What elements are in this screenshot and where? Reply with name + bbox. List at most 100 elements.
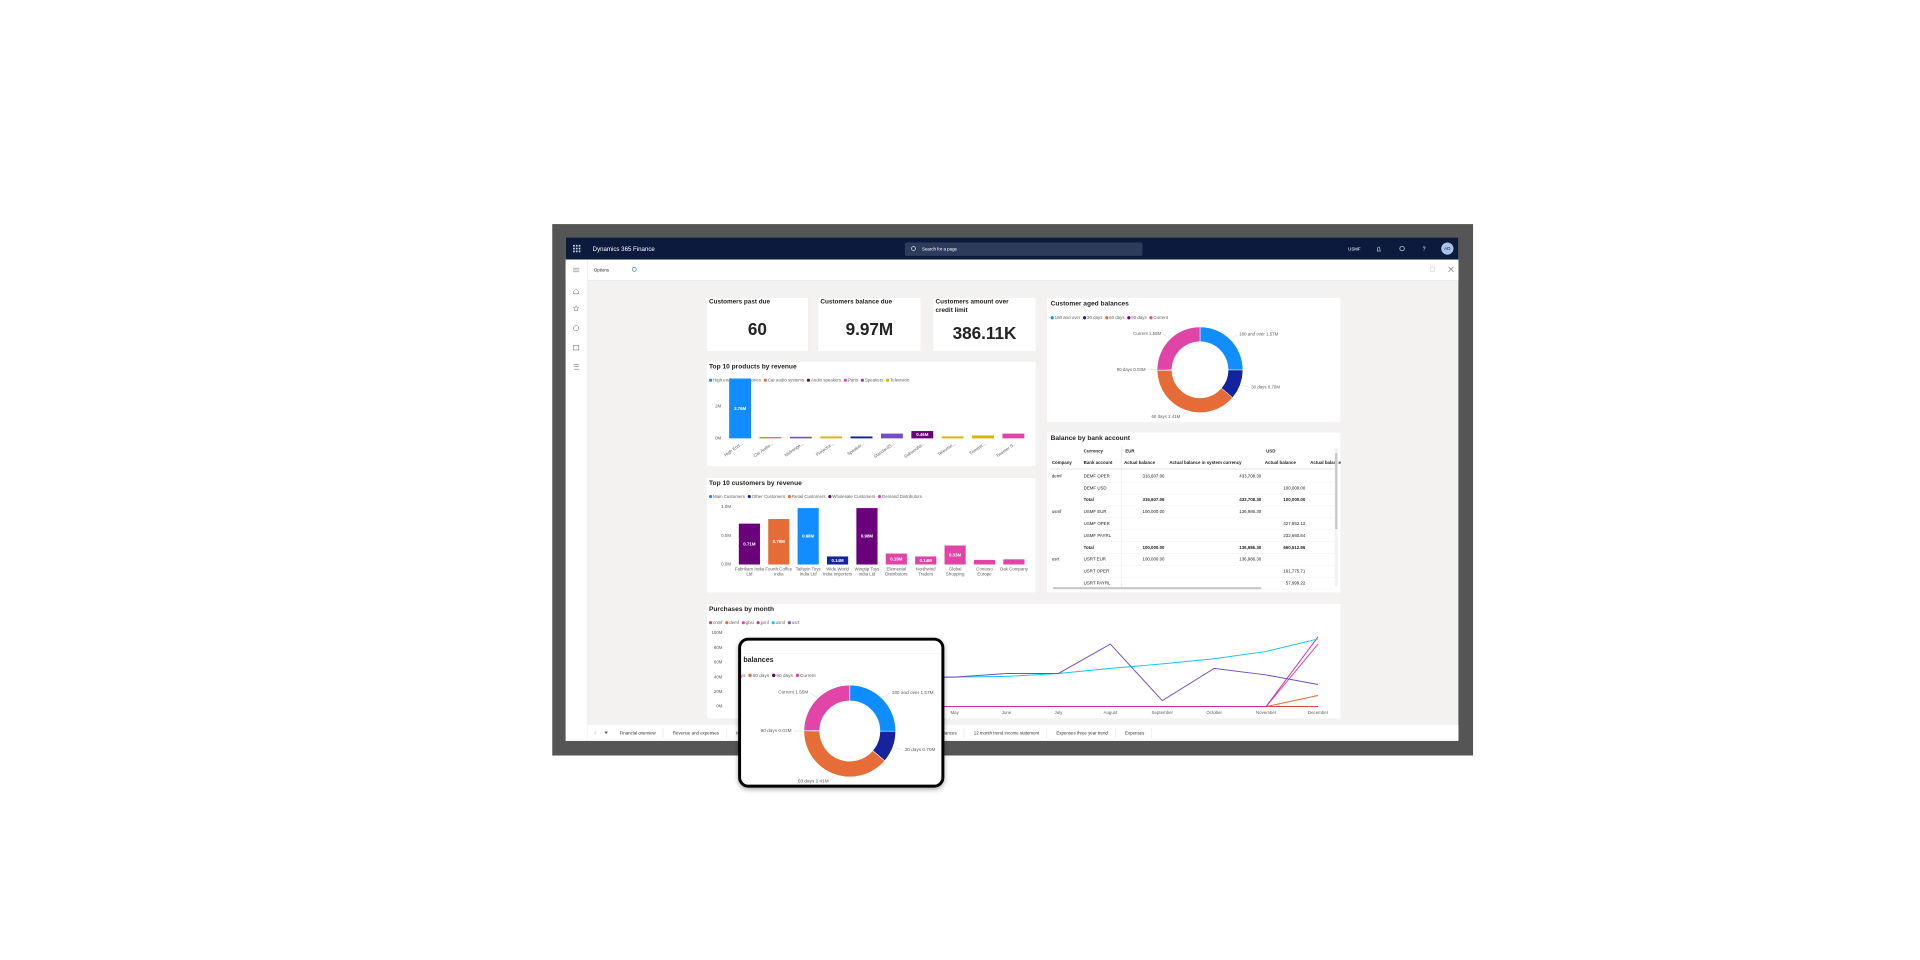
column-header: Actual balance <box>1124 460 1156 465</box>
options-button[interactable]: Options <box>594 267 610 272</box>
table-cell: 57,999.22 <box>1286 580 1306 585</box>
table-cell: USMF EUR <box>1084 509 1107 514</box>
legend-swatch <box>747 494 751 499</box>
favorites-icon[interactable] <box>572 305 580 312</box>
x-tick-label: Elemental Distributors <box>885 566 908 578</box>
x-tick-label: Contoso Europe <box>976 566 993 578</box>
data-label: 0.71M <box>743 541 756 546</box>
x-tick-label-box: Oak Company <box>1000 567 1028 572</box>
legend-swatch <box>763 378 767 382</box>
leader-line <box>1181 411 1186 418</box>
legend-swatch <box>1149 316 1153 320</box>
recent-icon[interactable] <box>573 325 580 332</box>
column-header: Actual balance <box>1310 460 1342 465</box>
bar <box>973 559 996 565</box>
legend-label: 30 days <box>1087 315 1103 320</box>
waffle-icon[interactable] <box>573 244 581 253</box>
table-cell: 433,708.30 <box>1239 497 1262 502</box>
legend-label: 60 days <box>1109 315 1125 320</box>
card-title: Balance by bank account <box>1051 435 1131 442</box>
legend-label: Speakers <box>865 378 884 383</box>
table-cell: 316,607.06 <box>1143 473 1166 478</box>
legend-label: Current <box>1153 315 1168 320</box>
search-action-icon[interactable] <box>632 267 637 272</box>
legend-label: Television <box>890 378 910 383</box>
tab[interactable]: 12 month trend income statement <box>974 730 1040 735</box>
column-header: Company <box>1052 460 1073 465</box>
table-cell: demf <box>1052 473 1063 478</box>
legend-swatch <box>708 378 713 382</box>
data-label: 0.14M <box>920 558 933 563</box>
x-tick-label-box: Wide World India Importers <box>823 567 852 577</box>
v-scrollbar-thumb[interactable] <box>1335 453 1338 529</box>
card-title: Purchases by month <box>709 606 774 613</box>
table-cell: 100,000.00 <box>1143 545 1166 550</box>
search-box[interactable] <box>904 242 1143 256</box>
card <box>932 297 1037 352</box>
legend-label: 60 days <box>753 673 770 678</box>
modules-icon[interactable] <box>573 364 580 370</box>
table-cell: 427,852.12 <box>1283 521 1306 526</box>
kpi-value: 60 <box>748 319 767 339</box>
tab[interactable]: Expenses three year trend <box>1056 730 1108 735</box>
company-picker[interactable]: USMF <box>1348 247 1361 252</box>
table-cell: Total <box>1084 497 1094 502</box>
bell-icon[interactable] <box>1376 246 1382 252</box>
settings-icon[interactable] <box>1399 246 1405 252</box>
legend-swatch <box>795 673 800 678</box>
data-label-bg <box>947 552 963 558</box>
table-cell: 316,607.06 <box>1143 497 1166 502</box>
table-cell: USMF OPER <box>1084 521 1110 526</box>
tab-scroll-right[interactable] <box>604 731 608 735</box>
table-cell: 660,512.96 <box>1283 545 1306 550</box>
y-tick-label: 40M <box>714 674 723 679</box>
data-label: 90 days0.03M <box>1117 367 1146 372</box>
leader-line <box>893 747 903 750</box>
data-label: 30 days0.70M <box>905 747 936 752</box>
data-label: 0.14M <box>831 558 844 563</box>
legend-label: 30 days <box>729 673 746 678</box>
table-cell: 136,986.30 <box>1239 557 1262 562</box>
card <box>1046 432 1342 593</box>
tab[interactable]: Financial overview <box>620 730 657 735</box>
y-tick-label: 1.0M <box>721 504 731 509</box>
data-label-value: 0.70M <box>1268 384 1281 389</box>
table-cell: USMF PAYRL <box>1084 533 1112 538</box>
data-label: 90 days0.03M <box>761 728 792 733</box>
home-icon[interactable] <box>573 288 579 295</box>
table-cell: 100,000.00 <box>1283 497 1306 502</box>
x-tick-label: August <box>1104 710 1118 715</box>
legend-swatch <box>748 673 752 678</box>
close-icon[interactable] <box>1448 266 1454 273</box>
kpi-title: Customers amount over credit limit <box>935 298 1009 315</box>
legend-swatch <box>787 494 792 499</box>
popout-icon[interactable] <box>1429 266 1435 272</box>
table-cell: USRT OPER <box>1084 569 1109 574</box>
help-icon[interactable]: ? <box>1423 247 1426 253</box>
data-label-name: 180 and over <box>892 690 920 695</box>
avatar[interactable] <box>1441 242 1454 255</box>
legend-swatch <box>886 378 890 382</box>
legend-swatch <box>756 621 760 625</box>
x-tick-label-box: Contoso Europe <box>976 566 993 578</box>
menu-icon[interactable] <box>573 267 580 273</box>
legend-label: Demand Distributors <box>882 494 923 499</box>
data-label-name: 180 and over <box>1239 332 1265 337</box>
h-scrollbar-thumb[interactable] <box>1053 587 1262 590</box>
x-tick-label: December <box>1308 710 1329 715</box>
magnified-card: Customer aged balances 180 and over 30 day… <box>729 653 943 787</box>
tab[interactable]: Expenses <box>1125 730 1145 735</box>
workspaces-icon[interactable] <box>573 345 580 351</box>
data-label-value: 0.70M <box>922 747 935 752</box>
kpi-title-box: Customers balance due <box>820 299 892 306</box>
tab[interactable]: Revenue and expenses <box>673 730 720 735</box>
data-label-value: 1.57M <box>1266 332 1279 337</box>
x-tick-label-box: Tailspin Toys India Ltd <box>796 567 821 577</box>
bar <box>880 433 903 439</box>
data-label: 0.98M <box>802 534 815 539</box>
card-title: Top 10 products by revenue <box>709 363 797 370</box>
data-label-bg <box>859 533 875 540</box>
table-cell: 433,708.30 <box>1239 473 1262 478</box>
tab-scroll-left[interactable] <box>594 730 597 735</box>
